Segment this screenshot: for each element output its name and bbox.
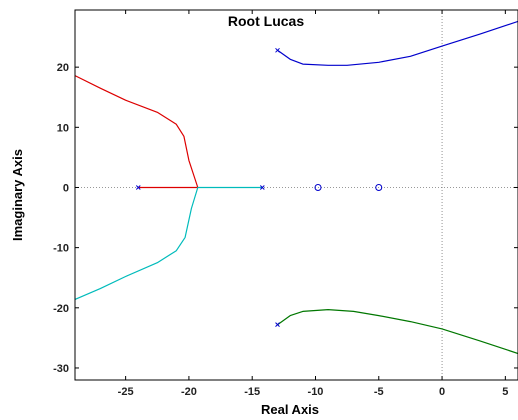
y-axis-title: Imaginary Axis <box>10 149 25 241</box>
x-tick-label: -20 <box>181 386 197 398</box>
y-tick-label: -20 <box>53 303 69 315</box>
x-tick-label: -25 <box>118 386 134 398</box>
x-tick-label: 0 <box>439 386 445 398</box>
locus-branches <box>74 20 518 355</box>
x-tick-label: -15 <box>244 386 260 398</box>
pole-marker-2 <box>275 322 280 328</box>
x-tick-label: 5 <box>502 386 508 398</box>
pole-marker-3 <box>135 185 141 190</box>
chart-title: Root Lucas <box>228 13 304 29</box>
locus-branch-3 <box>74 75 199 189</box>
locus-branch-4 <box>74 186 263 300</box>
y-tick-label: -30 <box>53 363 69 375</box>
plot-background <box>75 10 518 380</box>
y-tick-label: 10 <box>57 122 69 134</box>
y-tick-label: 20 <box>57 62 69 74</box>
y-tick-label: 0 <box>63 182 69 194</box>
axis-ticks: -25 -20 -15 -10 -5 0 5 -30 -20 -10 0 10 20 <box>53 10 518 398</box>
reference-lines <box>75 10 518 380</box>
locus-branch-1 <box>277 20 518 66</box>
pole-marker-4 <box>259 185 265 190</box>
plot-frame <box>74 9 518 381</box>
y-tick-label: -10 <box>53 243 69 255</box>
x-tick-label: -5 <box>374 386 384 398</box>
zero-marker-1 <box>314 183 322 191</box>
pole-marker-1 <box>275 47 280 53</box>
x-axis-title: Real Axis <box>261 402 319 417</box>
pole-zero-markers <box>135 47 383 328</box>
zero-marker-2 <box>375 183 383 191</box>
x-tick-label: -10 <box>308 386 324 398</box>
locus-branch-2 <box>277 309 518 355</box>
